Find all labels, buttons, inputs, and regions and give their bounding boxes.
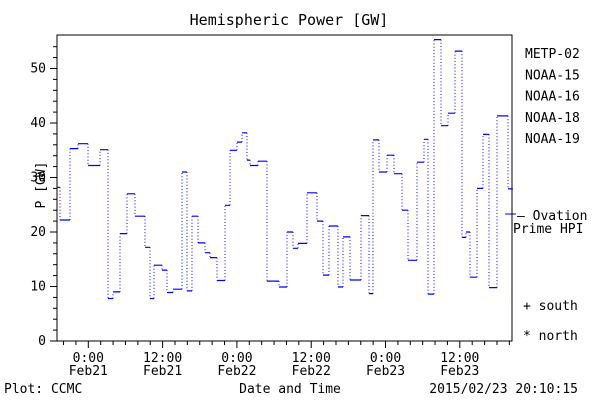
x-tick-date-label: Feb21 (69, 364, 108, 379)
north-marker-label: * north (523, 329, 578, 344)
hpi-step-connectors (59, 39, 509, 299)
legend-metp-02: METP-02 (525, 47, 580, 62)
x-tick-date-label: Feb22 (292, 364, 331, 379)
chart-title: Hemispheric Power [GW] (190, 11, 389, 29)
plot-credit: Plot: CCMC (4, 382, 82, 397)
ovation-label-line1: – Ovation (517, 209, 587, 224)
y-tick-label: 40 (30, 116, 46, 131)
axes-box (56, 34, 513, 342)
hpi-step-segments (57, 39, 513, 300)
legend-noaa-19: NOAA-19 (525, 132, 580, 147)
x-tick-time-label: 0:00 (370, 351, 401, 366)
x-tick-time-label: 12:00 (440, 351, 479, 366)
plot-timestamp: 2015/02/23 20:10:15 (429, 382, 578, 397)
x-tick-time-label: 0:00 (221, 351, 252, 366)
ovation-label-line2: Prime HPI (513, 222, 583, 237)
x-axis-label: Date and Time (239, 382, 341, 397)
south-marker-label: + south (523, 299, 578, 314)
y-tick-label: 0 (38, 334, 46, 349)
legend-noaa-18: NOAA-18 (525, 111, 580, 126)
plot-area: 010203040500:00Feb2112:00Feb210:00Feb221… (30, 34, 580, 379)
x-tick-date-label: Feb21 (143, 364, 182, 379)
y-tick-label: 30 (30, 171, 46, 186)
y-tick-label: 10 (30, 280, 46, 295)
legend-noaa-16: NOAA-16 (525, 90, 580, 105)
y-tick-label: 50 (30, 62, 46, 77)
y-axis-label: P [GW] (34, 162, 49, 209)
x-tick-time-label: 12:00 (143, 351, 182, 366)
x-tick-time-label: 0:00 (73, 351, 104, 366)
x-tick-date-label: Feb23 (366, 364, 405, 379)
x-tick-time-label: 12:00 (292, 351, 331, 366)
legend-noaa-15: NOAA-15 (525, 68, 580, 83)
x-tick-date-label: Feb22 (217, 364, 256, 379)
x-tick-date-label: Feb23 (440, 364, 479, 379)
y-tick-label: 20 (30, 225, 46, 240)
